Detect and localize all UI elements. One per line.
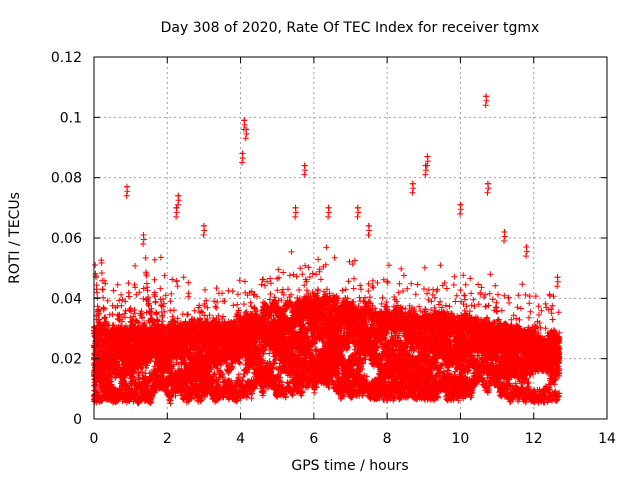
data-markers xyxy=(91,93,563,407)
x-tick-label: 14 xyxy=(598,431,616,447)
peak-marker-11 xyxy=(354,204,361,211)
peak-marker-12 xyxy=(365,222,372,229)
peak-marker-13 xyxy=(409,180,416,187)
y-tick-label: 0.12 xyxy=(51,50,82,66)
roti-markers xyxy=(91,93,563,407)
y-tick-label: 0.02 xyxy=(51,352,82,368)
peak-marker-7 xyxy=(239,150,246,157)
y-tick-label: 0.1 xyxy=(60,110,82,126)
chart-title: Day 308 of 2020, Rate Of TEC Index for r… xyxy=(161,20,540,36)
x-tick-label: 0 xyxy=(90,431,99,447)
peak-marker-19 xyxy=(501,228,508,235)
x-axis-label: GPS time / hours xyxy=(291,458,408,474)
x-tick-label: 8 xyxy=(383,431,392,447)
peak-marker-21 xyxy=(554,274,561,281)
x-tick-label: 4 xyxy=(236,431,245,447)
x-tick-label: 12 xyxy=(525,431,543,447)
peak-marker-1 xyxy=(140,231,147,238)
peak-marker-6 xyxy=(243,126,250,133)
axis-ticks: 0 2 4 6 8 10 12 14 0 0.02 0.04 0.06 0.08 0.1 0.12 xyxy=(51,50,616,447)
peak-marker-14 xyxy=(424,153,431,160)
y-tick-label: 0.08 xyxy=(51,171,82,187)
peak-marker-4 xyxy=(200,222,207,229)
peak-marker-9 xyxy=(301,162,308,169)
peak-marker-17 xyxy=(483,93,490,100)
peak-marker-10 xyxy=(325,204,332,211)
peak-marker-8 xyxy=(292,204,299,211)
peak-marker-2 xyxy=(175,192,182,199)
peak-marker-0 xyxy=(123,183,130,190)
peak-marker-5 xyxy=(241,117,248,124)
y-tick-label: 0.04 xyxy=(51,291,82,307)
y-tick-label: 0.06 xyxy=(51,231,82,247)
peak-marker-3 xyxy=(173,204,180,211)
peak-marker-15 xyxy=(422,162,429,169)
peak-marker-16 xyxy=(457,201,464,208)
y-axis-label: ROTI / TECUs xyxy=(7,192,23,284)
peak-marker-18 xyxy=(484,180,491,187)
x-tick-label: 10 xyxy=(452,431,470,447)
x-tick-label: 6 xyxy=(309,431,318,447)
peak-marker-20 xyxy=(523,244,530,251)
x-tick-label: 2 xyxy=(163,431,172,447)
y-tick-label: 0 xyxy=(73,412,82,428)
